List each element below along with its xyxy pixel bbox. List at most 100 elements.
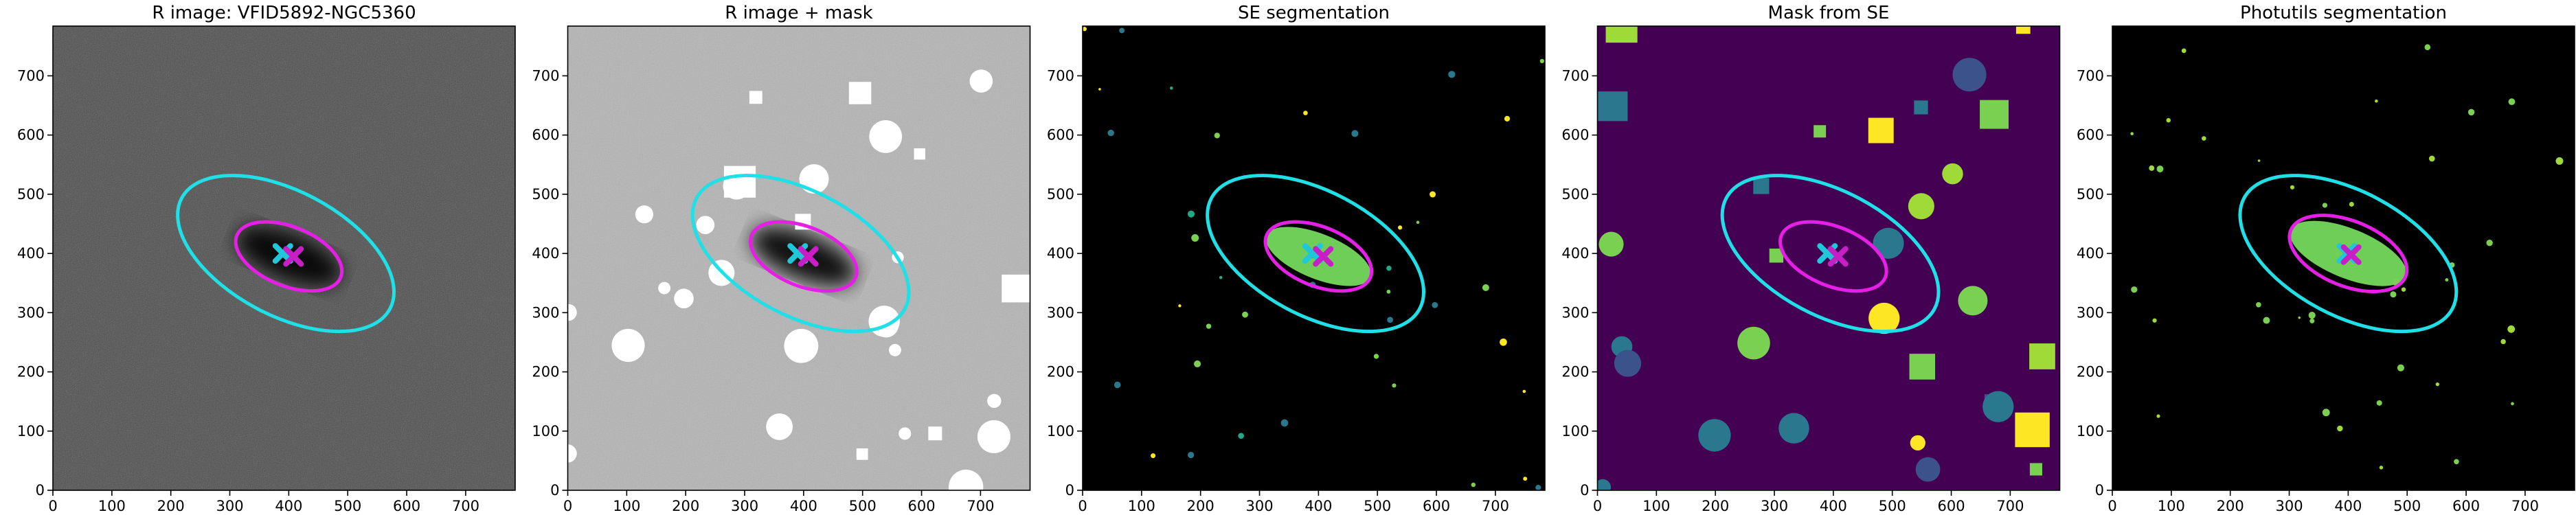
x-tick-label: 600 xyxy=(1423,498,1450,514)
segment-dot xyxy=(1500,338,1507,346)
segment-dot xyxy=(2131,286,2138,293)
segment-dot xyxy=(1471,482,1476,488)
segment-dot xyxy=(2349,201,2354,207)
x-tick-label: 200 xyxy=(1702,498,1729,514)
aperture-ellipse xyxy=(1720,174,1941,334)
aperture-ellipse xyxy=(2287,214,2409,294)
y-tick-label: 700 xyxy=(2077,67,2104,84)
segment-dot xyxy=(2298,316,2301,319)
mask-blob xyxy=(888,343,901,356)
mask-blob xyxy=(1942,163,1963,185)
segment-dot xyxy=(1191,234,1199,242)
segment-dot xyxy=(1187,210,1195,218)
segment-dot xyxy=(1194,360,1201,367)
aperture-ellipse xyxy=(690,174,911,334)
segment-dot xyxy=(1523,477,1528,481)
x-tick-label: 700 xyxy=(452,498,479,514)
mask-blob xyxy=(1814,125,1827,138)
x-tick-label: 500 xyxy=(334,498,361,514)
y-tick-label: 100 xyxy=(1047,423,1074,439)
panel: SE segmentation 0 100 200 300 400 500 600 700 0 10… xyxy=(1047,3,1546,514)
segment-dot xyxy=(2263,317,2270,324)
mask-blob xyxy=(1598,231,1624,257)
mask-blob xyxy=(2015,26,2031,34)
segment-dot xyxy=(2390,291,2397,298)
segment-dot xyxy=(2428,155,2435,162)
x-tick-label: 700 xyxy=(2511,498,2539,514)
y-tick-label: 600 xyxy=(532,127,559,144)
segment-dot xyxy=(1188,452,1195,459)
y-tick-label: 500 xyxy=(1047,186,1074,203)
segment-dot xyxy=(2467,108,2475,116)
segment-dot xyxy=(2397,364,2404,371)
x-tick-label: 700 xyxy=(1482,498,1509,514)
mask-blob xyxy=(723,172,751,200)
segment-dot xyxy=(1178,304,1182,308)
x-tick-label: 0 xyxy=(1593,498,1602,514)
segment-dot xyxy=(2376,400,2382,406)
mask-blob xyxy=(1769,249,1784,263)
segment-dot xyxy=(2454,459,2459,465)
x-tick-label: 700 xyxy=(1996,498,2024,514)
image xyxy=(53,26,515,490)
y-tick-label: 400 xyxy=(17,245,45,262)
y-tick-label: 500 xyxy=(17,186,45,203)
x-tick-label: 300 xyxy=(1761,498,1788,514)
segment-dot xyxy=(2511,402,2514,406)
mask-blob xyxy=(567,304,577,321)
mask-blob xyxy=(1952,58,1987,92)
x-tick-label: 0 xyxy=(563,498,572,514)
y-tick-label: 400 xyxy=(1561,245,1589,262)
mask-blob xyxy=(766,413,793,440)
segment-dot xyxy=(2202,136,2206,141)
y-tick-label: 300 xyxy=(2077,304,2104,321)
mask-blob xyxy=(977,420,1010,453)
image xyxy=(2112,26,2575,490)
aperture-ellipse xyxy=(234,220,344,293)
x-tick-label: 500 xyxy=(1879,498,1906,514)
aperture-ellipse xyxy=(1778,220,1888,293)
segment-dot xyxy=(2181,48,2187,54)
segment-dot xyxy=(2500,339,2506,345)
mask-blob xyxy=(869,120,903,153)
axes-frame xyxy=(1596,25,2061,491)
aperture-ellipse xyxy=(1263,220,1374,293)
panel: Photutils segmentation 0 100 200 300 400 500 60… xyxy=(2077,3,2575,514)
segment-dot xyxy=(1214,133,1220,139)
y-tick-label: 0 xyxy=(2095,482,2104,499)
segment-dot xyxy=(2445,278,2449,282)
y-tick-label: 400 xyxy=(532,245,559,262)
segment-dot xyxy=(2375,99,2378,103)
segment-dot xyxy=(1238,433,1245,439)
x-tick-label: 400 xyxy=(275,498,302,514)
mask-blob xyxy=(856,448,868,460)
segment-dot xyxy=(1522,389,1526,393)
mask-blob xyxy=(914,148,925,160)
mask-blob xyxy=(1778,413,1809,444)
segment-dot xyxy=(2130,132,2134,135)
mask-blob xyxy=(784,328,819,363)
segment-dot xyxy=(1539,58,1544,64)
panel: R image: VFID5892-NGC5360 0 100 200 300 400 50… xyxy=(17,3,516,514)
y-tick-label: 200 xyxy=(2077,364,2104,380)
y-tick-label: 600 xyxy=(17,127,45,144)
segment-dot xyxy=(1303,111,1308,115)
mask-blob xyxy=(1598,91,1628,122)
y-tick-label: 400 xyxy=(2077,245,2104,262)
segment-dot xyxy=(2486,239,2493,247)
x-tick-label: 300 xyxy=(731,498,758,514)
y-tick-label: 500 xyxy=(2077,186,2104,203)
x-tick-label: 400 xyxy=(1304,498,1332,514)
mask-blob xyxy=(1597,479,1612,490)
segment-dot xyxy=(1430,191,1436,198)
mask-blob xyxy=(1914,100,1928,115)
segment-dot xyxy=(1373,354,1379,359)
mask-blob xyxy=(1910,435,1925,451)
center-marker xyxy=(2340,244,2362,265)
mask-blob xyxy=(635,205,654,224)
x-tick-label: 200 xyxy=(672,498,699,514)
y-tick-label: 200 xyxy=(1561,364,1589,380)
y-tick-label: 700 xyxy=(17,67,45,84)
segment-dot xyxy=(2322,409,2330,417)
